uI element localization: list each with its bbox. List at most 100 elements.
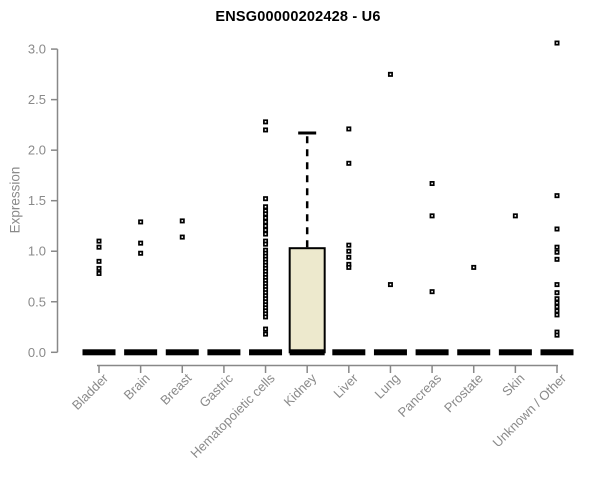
median-bar [498,349,532,356]
y-tick-label: 1.5 [28,193,46,208]
outlier-point-center [264,243,267,245]
outlier-point-center [98,272,100,275]
outlier-point-center [556,283,558,286]
outlier-point-center [264,252,267,255]
outlier-point-center [264,303,267,306]
outlier-point-center [98,267,100,270]
outlier-point-center [264,258,267,261]
x-category-label: Liver [330,370,361,401]
outlier-point-center [431,182,433,185]
outlier-point-center [264,310,267,312]
median-bar [207,349,241,356]
outlier-point-center [264,328,267,330]
outlier-point-center [264,264,267,267]
median-bar [457,349,491,356]
outlier-point-center [348,244,350,246]
outlier-point-center [472,266,475,269]
outlier-point-center [556,246,558,248]
y-axis-title: Expression [7,166,23,234]
outlier-point-center [264,255,267,258]
x-category-label: Breast [157,370,194,407]
outlier-point-center [264,213,267,215]
outlier-point-center [348,162,350,165]
box [288,247,326,354]
median-bar [332,349,366,356]
median-bar [289,349,325,356]
outlier-point-center [264,297,267,300]
x-category-label: Lung [372,371,403,402]
outlier-point-center [139,221,142,223]
outlier-point-center [389,283,392,286]
outlier-point-center [431,215,433,217]
outlier-point-center [181,220,184,222]
outlier-point-center [348,250,350,253]
outlier-point-center [556,314,558,316]
outlier-point-center [264,229,267,231]
outlier-point-center [264,261,267,264]
y-tick-label: 2.0 [28,143,46,158]
outlier-point-center [556,310,558,312]
outlier-point-center [264,307,267,309]
outlier-point-center [514,215,517,217]
outlier-point-center [348,128,350,130]
outlier-point-center [348,266,350,269]
x-category-label: Pancreas [395,370,445,420]
outlier-point-center [264,316,267,318]
median-bar [124,349,158,356]
outlier-point-center [264,313,267,315]
outlier-point-center [264,210,267,212]
outlier-point-center [264,233,267,235]
outlier-point-center [264,249,267,252]
outlier-point-center [431,290,433,293]
median-bar [373,349,407,356]
outlier-point-center [556,334,558,336]
outlier-point-center [556,258,558,261]
outlier-point-center [264,285,267,288]
outlier-point-center [264,282,267,285]
outlier-point-center [556,228,558,230]
outlier-point-center [98,260,100,263]
outlier-point-center [264,197,267,200]
outlier-point-center [264,240,267,242]
outlier-point-center [556,194,558,197]
chart-title: ENSG00000202428 - U6 [215,9,381,25]
outlier-point-center [264,270,267,273]
outlier-point-center [139,252,142,255]
outlier-point-center [556,42,558,44]
outlier-point-center [98,246,100,248]
outlier-point-center [389,73,392,76]
outlier-point-center [556,331,558,333]
y-tick-label: 0.0 [28,345,46,360]
outlier-point-center [264,276,267,279]
outlier-point-center [556,291,558,294]
outlier-point-center [264,294,267,297]
y-tick-label: 1.0 [28,244,46,259]
outlier-point-center [264,279,267,282]
y-tick-label: 2.5 [28,92,46,107]
outlier-point-center [264,267,267,270]
median-bar [415,349,449,356]
outlier-point-center [264,217,267,219]
outlier-point-center [556,306,558,308]
outlier-point-center [556,297,558,300]
median-bar [249,349,283,356]
x-category-label: Unknown / Other [490,370,570,450]
y-tick-label: 0.5 [28,294,46,309]
median-bar [165,349,199,356]
outlier-point-center [348,263,350,266]
outlier-point-center [264,225,267,227]
outlier-point-center [264,121,267,123]
outlier-point-center [264,300,267,303]
outlier-point-center [348,256,350,259]
x-category-label: Brain [121,371,153,403]
outlier-point-center [556,251,558,254]
outlier-point-center [264,221,267,223]
x-category-label: Kidney [281,370,320,409]
outlier-point-center [264,205,267,208]
x-category-label: Skin [499,371,527,399]
median-bar [540,349,574,356]
outlier-point-center [181,236,184,238]
y-tick-label: 3.0 [28,42,46,57]
